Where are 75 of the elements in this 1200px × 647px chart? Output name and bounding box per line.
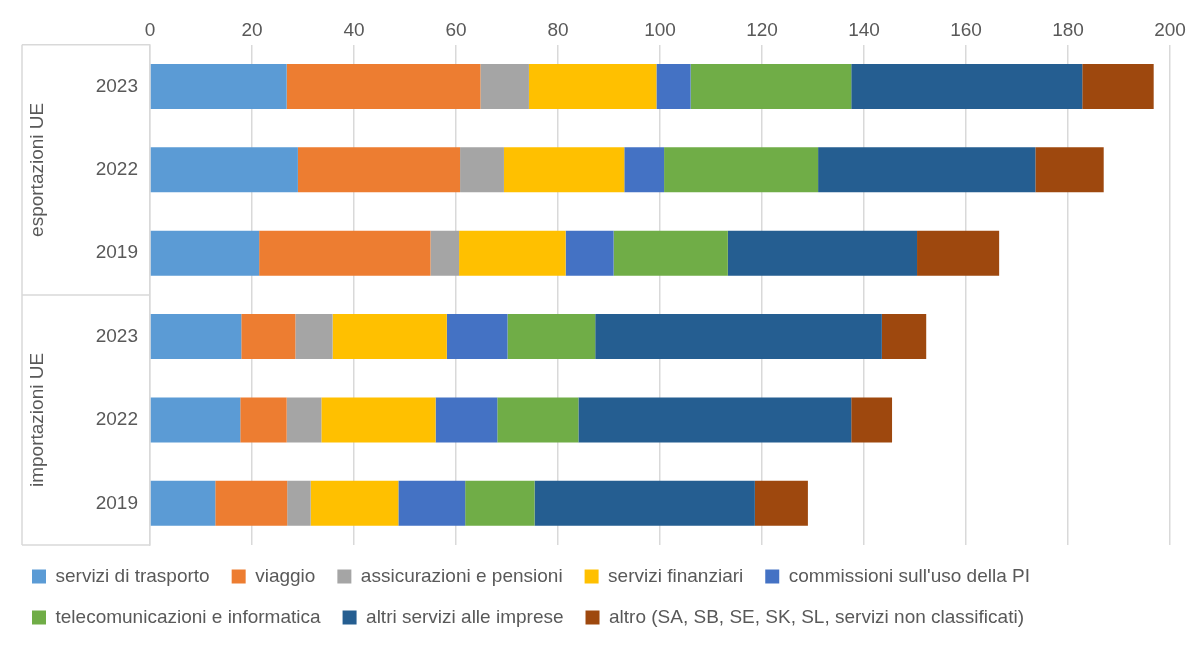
x-tick-label: 100 bbox=[644, 18, 676, 40]
bar bbox=[503, 147, 625, 193]
bar bbox=[754, 480, 808, 526]
bar bbox=[286, 397, 322, 443]
x-tick-label: 40 bbox=[343, 18, 365, 40]
bar bbox=[460, 147, 504, 193]
bar bbox=[917, 230, 1000, 276]
text: importazioni UE bbox=[26, 352, 48, 487]
bar bbox=[295, 314, 333, 360]
bar bbox=[398, 480, 466, 526]
legend-label: viaggio bbox=[255, 564, 316, 586]
bar bbox=[310, 480, 399, 526]
bar bbox=[851, 63, 1083, 109]
bar bbox=[259, 230, 431, 276]
bar bbox=[286, 63, 481, 109]
legend-label: assicurazioni e pensioni bbox=[360, 564, 563, 586]
legend-label: servizi di trasporto bbox=[55, 564, 210, 586]
bar bbox=[430, 230, 460, 276]
bar bbox=[1082, 63, 1154, 109]
legend-label: telecomunicazioni e informatica bbox=[55, 605, 322, 627]
legend-label: altri servizi alle imprese bbox=[366, 605, 564, 627]
bar bbox=[578, 397, 852, 443]
bar bbox=[690, 63, 852, 109]
bar bbox=[150, 397, 241, 443]
legend-label: altro (SA, SB, SE, SK, SL, servizi non classificati) bbox=[609, 605, 1024, 627]
bar bbox=[534, 480, 755, 526]
legend-label: servizi finanziari bbox=[608, 564, 744, 586]
bar bbox=[851, 397, 893, 443]
x-tick-label: 200 bbox=[1154, 18, 1186, 40]
x-tick-label: 140 bbox=[848, 18, 880, 40]
bar bbox=[664, 147, 819, 193]
x-tick-label: 160 bbox=[950, 18, 982, 40]
x-tick-label: 20 bbox=[241, 18, 263, 40]
bar bbox=[435, 397, 498, 443]
bar bbox=[241, 314, 296, 360]
bar bbox=[287, 480, 311, 526]
x-tick-label: 180 bbox=[1052, 18, 1084, 40]
bar bbox=[297, 147, 461, 193]
bar bbox=[459, 230, 566, 276]
bar bbox=[1035, 147, 1104, 193]
y-tick-label: 2022 bbox=[95, 158, 138, 180]
bar bbox=[465, 480, 535, 526]
bar bbox=[480, 63, 529, 109]
bar bbox=[727, 230, 918, 276]
bar bbox=[150, 480, 216, 526]
y-tick-label: 2019 bbox=[95, 491, 138, 513]
bar bbox=[881, 314, 927, 360]
bar bbox=[497, 397, 579, 443]
bar bbox=[818, 147, 1036, 193]
bar bbox=[507, 314, 596, 360]
bar bbox=[565, 230, 614, 276]
bar bbox=[150, 314, 242, 360]
bar bbox=[150, 147, 298, 193]
x-tick-label: 80 bbox=[547, 18, 569, 40]
bar bbox=[656, 63, 691, 109]
y-tick-label: 2022 bbox=[95, 408, 138, 430]
bar bbox=[321, 397, 436, 443]
y-tick-label: 2019 bbox=[95, 241, 138, 263]
y-tick-label: 2023 bbox=[95, 74, 138, 96]
bar bbox=[595, 314, 882, 360]
bar bbox=[446, 314, 508, 360]
bar bbox=[215, 480, 288, 526]
legend-label: commissioni sull'uso della PI bbox=[788, 564, 1030, 586]
bar bbox=[150, 63, 287, 109]
bar bbox=[528, 63, 657, 109]
text: esportazioni UE bbox=[26, 102, 48, 237]
bar bbox=[624, 147, 665, 193]
bar bbox=[613, 230, 728, 276]
bar bbox=[150, 230, 260, 276]
bar bbox=[240, 397, 287, 443]
x-tick-label: 0 bbox=[144, 18, 156, 40]
x-tick-label: 120 bbox=[746, 18, 778, 40]
y-tick-label: 2023 bbox=[95, 324, 138, 346]
x-tick-label: 60 bbox=[445, 18, 467, 40]
bar bbox=[332, 314, 447, 360]
